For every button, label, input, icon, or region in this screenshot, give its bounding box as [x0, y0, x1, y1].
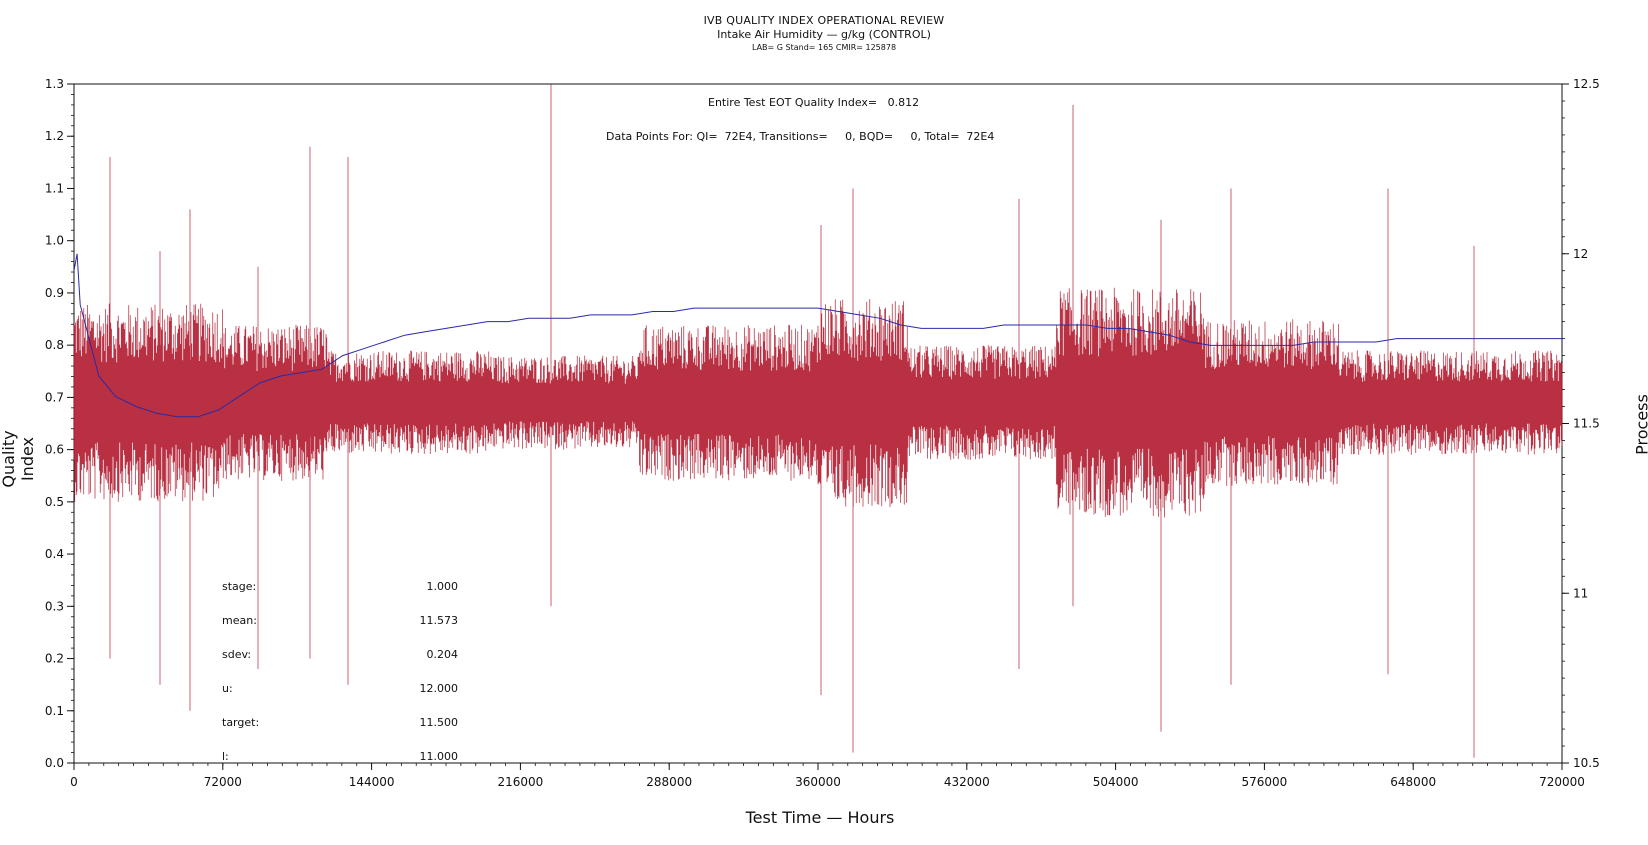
y-tick-label: 0.1 [45, 704, 64, 718]
stat-value-lower: 11.000 [419, 750, 459, 763]
stat-value-target: 11.500 [419, 716, 459, 729]
stat-label-lower: l: [222, 750, 229, 763]
quality-index-trace [73, 84, 1563, 758]
chart-title: IVB QUALITY INDEX OPERATIONAL REVIEW [703, 14, 945, 27]
stat-value-mean: 11.573 [419, 614, 459, 627]
y2-tick-label: 12.5 [1573, 77, 1600, 91]
x-tick-label: 648000 [1390, 775, 1436, 789]
x-tick-label: 504000 [1093, 775, 1139, 789]
y2-tick-label: 11.5 [1573, 417, 1600, 431]
x-tick-label: 288000 [646, 775, 692, 789]
y-tick-label: 0.5 [45, 495, 64, 509]
y-tick-label: 1.0 [45, 234, 64, 248]
stat-value-upper: 12.000 [419, 682, 459, 695]
x-tick-label: 72000 [204, 775, 242, 789]
stat-label-stage: stage: [222, 580, 257, 593]
y-axis-label: Quality Index [0, 430, 37, 488]
y2-tick-label: 10.5 [1573, 756, 1600, 770]
x-tick-label: 576000 [1241, 775, 1287, 789]
x-tick-label: 720000 [1539, 775, 1585, 789]
x-axis-label: Test Time — Hours [745, 808, 895, 827]
y-tick-label: 0.4 [45, 547, 64, 561]
stat-label-mean: mean: [222, 614, 257, 627]
stat-value-sdev: 0.204 [426, 648, 459, 661]
y-tick-label: 0.9 [45, 286, 64, 300]
y-tick-label: 0.6 [45, 443, 64, 457]
stat-label-target: target: [222, 716, 260, 729]
y-tick-label: 0.3 [45, 599, 64, 613]
y-tick-label: 1.3 [45, 77, 64, 91]
x-tick-label: 144000 [349, 775, 395, 789]
chart-subtitle: Intake Air Humidity — g/kg (CONTROL) [717, 28, 931, 41]
y-tick-label: 1.1 [45, 181, 64, 195]
y2-tick-label: 11 [1573, 586, 1588, 600]
y2-tick-label: 12 [1573, 247, 1588, 261]
y-tick-label: 0.0 [45, 756, 64, 770]
data-points-annotation: Data Points For: QI= 72E4, Transitions= … [606, 130, 995, 143]
y-tick-label: 0.7 [45, 390, 64, 404]
chart-lab-info: LAB= G Stand= 165 CMIR= 125878 [751, 43, 897, 52]
y-tick-label: 1.2 [45, 129, 64, 143]
y-tick-label: 0.8 [45, 338, 64, 352]
process-line-0 [73, 253, 1562, 418]
y2-axis-label: Process [1632, 394, 1648, 455]
stat-label-upper: u: [222, 682, 233, 695]
x-tick-label: 360000 [795, 775, 841, 789]
y-tick-label: 0.2 [45, 652, 64, 666]
eot-quality-index-annotation: Entire Test EOT Quality Index= 0.812 [708, 96, 920, 109]
x-tick-label: 432000 [944, 775, 990, 789]
stat-label-sdev: sdev: [222, 648, 252, 661]
x-tick-label: 216000 [497, 775, 543, 789]
x-tick-label: 0 [70, 775, 78, 789]
stat-value-stage: 1.000 [426, 580, 459, 593]
